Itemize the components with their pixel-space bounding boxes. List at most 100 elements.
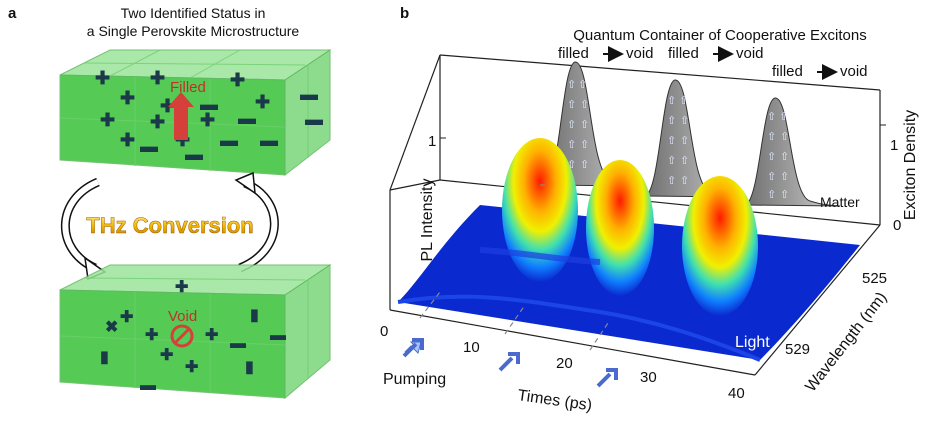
svg-text:▬: ▬ [140, 136, 158, 156]
svg-text:⇧: ⇧ [667, 154, 676, 167]
matter-curves: ⇧ ⇧⇧ ⇧ ⇧ ⇧⇧ ⇧ ⇧ ⇧ ⇧ ⇧⇧ ⇧ ⇧ ⇧⇧ ⇧ ⇧ ⇧ ⇧ ⇧⇧ ⇧ ⇧ ⇧⇧ ⇧ ⇧ ⇧ [544, 61, 841, 207]
svg-text:✚: ✚ [160, 347, 173, 364]
svg-text:⇧: ⇧ [580, 138, 589, 151]
svg-text:✚: ✚ [230, 70, 245, 90]
svg-text:▬: ▬ [185, 144, 203, 164]
wavelength-axis-label: Wavelength (nm) [802, 289, 890, 395]
pumping-label: Pumping [383, 371, 446, 388]
x-tick: 30 [640, 369, 657, 386]
svg-text:⇧: ⇧ [567, 98, 576, 111]
filled-cube: ✚✚✚ ✚✚✚ ✚✚✚ ✚✚ ▬▬▬ ▬▬▬ ▬▬ Filled [59, 49, 332, 177]
svg-text:▬: ▬ [305, 109, 323, 129]
svg-text:⇧: ⇧ [667, 134, 676, 147]
svg-text:✚: ✚ [200, 110, 215, 130]
svg-text:⇧: ⇧ [767, 110, 776, 123]
svg-text:▬: ▬ [200, 94, 218, 114]
svg-text:▮: ▮ [100, 349, 109, 366]
svg-text:✚: ✚ [100, 110, 115, 130]
svg-text:⇧: ⇧ [667, 94, 676, 107]
pl-intensity-axis: 1 PL Intensity [419, 133, 446, 262]
svg-text:⇧: ⇧ [680, 174, 689, 187]
svg-text:⇧: ⇧ [780, 188, 789, 201]
svg-text:✚: ✚ [120, 130, 135, 150]
pl-intensity-label: PL Intensity [419, 178, 436, 261]
panel-b-label: b [400, 5, 409, 22]
svg-text:⇧: ⇧ [580, 158, 589, 171]
x-tick: 0 [380, 323, 388, 340]
x-tick: 10 [463, 339, 480, 356]
svg-text:⇧: ⇧ [667, 114, 676, 127]
svg-text:⇧: ⇧ [779, 110, 788, 123]
svg-text:⇧: ⇧ [680, 114, 689, 127]
svg-text:⇧: ⇧ [680, 154, 689, 167]
x-tick: 20 [556, 355, 573, 372]
y-tick: 525 [862, 270, 887, 287]
svg-text:▬: ▬ [270, 327, 286, 344]
svg-text:✚: ✚ [175, 279, 188, 296]
svg-text:⇧: ⇧ [767, 188, 776, 201]
svg-text:⇧: ⇧ [567, 78, 576, 91]
svg-text:⇧: ⇧ [780, 130, 789, 143]
light-surface [397, 138, 860, 362]
svg-text:▮: ▮ [250, 307, 259, 324]
svg-text:⇧: ⇧ [567, 118, 576, 131]
svg-text:✖: ✖ [105, 319, 118, 336]
void-label: Void [168, 308, 197, 325]
svg-text:▬: ▬ [300, 84, 318, 104]
svg-text:▬: ▬ [220, 130, 238, 150]
svg-text:⇧: ⇧ [578, 78, 587, 91]
x-tick: 40 [728, 385, 745, 402]
svg-text:✚: ✚ [205, 327, 218, 344]
state-label: filled [668, 45, 699, 62]
state-label: void [736, 45, 764, 62]
svg-text:✚: ✚ [185, 359, 198, 376]
exciton-tick-1: 1 [890, 137, 898, 154]
state-label: void [840, 63, 868, 80]
svg-text:✚: ✚ [255, 92, 270, 112]
plot-frame [389, 54, 881, 376]
svg-text:⇧: ⇧ [667, 174, 676, 187]
svg-text:⇧: ⇧ [767, 130, 776, 143]
exciton-tick-0: 0 [893, 217, 901, 234]
svg-text:⇧: ⇧ [679, 94, 688, 107]
svg-text:⇧: ⇧ [780, 150, 789, 163]
light-label: Light [735, 334, 770, 351]
svg-text:✚: ✚ [120, 88, 135, 108]
svg-text:✚: ✚ [150, 112, 165, 132]
void-cube: ✚✚✚ ✚✚✚ ✖▮▮ ▮▬▬ ▬ Void [59, 264, 332, 400]
svg-text:✚: ✚ [120, 309, 133, 326]
svg-text:⇧: ⇧ [580, 98, 589, 111]
matter-label: Matter [820, 194, 860, 210]
y-tick: 529 [785, 341, 810, 358]
svg-text:⇧: ⇧ [567, 158, 576, 171]
svg-text:▬: ▬ [238, 108, 256, 128]
filled-label: Filled [170, 79, 206, 96]
svg-text:▮: ▮ [245, 359, 254, 376]
svg-text:▬: ▬ [230, 335, 246, 352]
svg-text:✚: ✚ [95, 68, 110, 88]
panel-a-title-line2: a Single Perovskite Microstructure [87, 23, 300, 39]
pumping-arrows [402, 338, 618, 388]
state-label: filled [558, 45, 589, 62]
svg-text:⇧: ⇧ [567, 138, 576, 151]
guide-lines [419, 184, 611, 351]
conversion-arrows [60, 171, 279, 281]
svg-text:✚: ✚ [150, 68, 165, 88]
svg-text:⇧: ⇧ [767, 150, 776, 163]
panel-a-title-line1: Two Identified Status in [121, 5, 266, 21]
svg-text:▬: ▬ [140, 377, 156, 394]
svg-text:⇧: ⇧ [680, 134, 689, 147]
panel-a-label: a [8, 5, 17, 22]
panel-b-title: Quantum Container of Cooperative Exciton… [573, 27, 867, 44]
state-label: void [626, 45, 654, 62]
svg-text:⇧: ⇧ [780, 170, 789, 183]
svg-text:✚: ✚ [145, 327, 158, 344]
exciton-density-label: Exciton Density [902, 110, 919, 220]
svg-text:✚: ✚ [160, 96, 175, 116]
svg-text:⇧: ⇧ [767, 170, 776, 183]
time-axis-label: Times (ps) [516, 387, 593, 414]
state-label: filled [772, 63, 803, 80]
exciton-density-axis: 1 0 Exciton Density [880, 110, 919, 234]
pl-tick-1: 1 [428, 133, 436, 150]
